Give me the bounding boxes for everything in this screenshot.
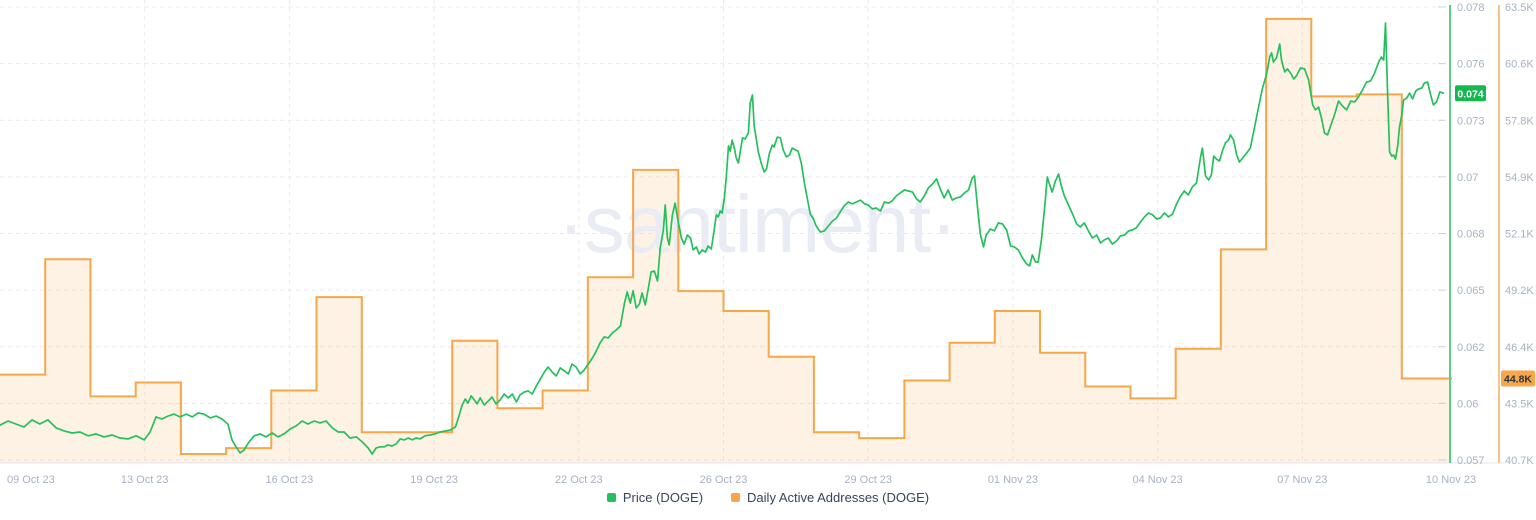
price-tick-label: 0.057 <box>1457 455 1485 467</box>
legend-item-daa-label: Daily Active Addresses (DOGE) <box>747 490 930 505</box>
daa-tick-label: 60.6K <box>1505 59 1534 71</box>
price-value-badge <box>1455 85 1486 102</box>
daa-step-line <box>0 17 1452 455</box>
date-label: 09 Oct 23 <box>7 474 55 486</box>
date-label: 01 Nov 23 <box>988 474 1038 486</box>
legend-item-price-label: Price (DOGE) <box>622 490 704 505</box>
daa-tick-label: 52.1K <box>1505 229 1534 241</box>
price-line <box>0 22 1445 455</box>
price-value-badge-label: 0.074 <box>1457 88 1483 100</box>
price-tick-label: 0.068 <box>1457 229 1485 241</box>
price-tick-label: 0.073 <box>1457 115 1485 127</box>
daa-area-fill <box>0 18 1452 464</box>
price-tick-label: 0.076 <box>1457 59 1485 71</box>
price-tick-label: 0.062 <box>1457 342 1485 354</box>
watermark-text: ·santiment· <box>557 179 956 270</box>
daa-series-swatch-icon <box>731 493 741 502</box>
daa-tick-label: 43.5K <box>1505 398 1534 410</box>
daa-tick-label: 63.5K <box>1505 2 1534 14</box>
price-tick-label: 0.065 <box>1457 285 1485 297</box>
daa-value-badge <box>1501 370 1535 387</box>
price-tick-label: 0.06 <box>1457 398 1478 410</box>
daa-tick-label: 40.7K <box>1505 455 1534 467</box>
price-series-swatch-icon <box>606 493 616 502</box>
chart-legend: Price (DOGE) Daily Active Addresses (DOG… <box>0 490 1536 505</box>
date-label: 22 Oct 23 <box>555 474 603 486</box>
date-label: 16 Oct 23 <box>266 474 314 486</box>
daa-tick-label: 46.4K <box>1505 342 1534 354</box>
daa-tick-label: 49.2K <box>1505 285 1534 297</box>
date-label: 26 Oct 23 <box>700 474 748 486</box>
date-label: 19 Oct 23 <box>410 474 458 486</box>
date-label: 13 Oct 23 <box>121 474 169 486</box>
daa-value-badge-label: 44.8K <box>1504 374 1532 386</box>
date-label: 29 Oct 23 <box>844 474 892 486</box>
legend-item-daa[interactable]: Daily Active Addresses (DOGE) <box>731 490 929 505</box>
date-label: 07 Nov 23 <box>1277 474 1327 486</box>
legend-item-price[interactable]: Price (DOGE) <box>606 490 704 505</box>
date-label: 10 Nov 23 <box>1426 474 1476 486</box>
price-tick-label: 0.07 <box>1457 172 1478 184</box>
price-tick-label: 0.078 <box>1457 2 1485 14</box>
daa-tick-label: 54.9K <box>1505 172 1534 184</box>
date-label: 04 Nov 23 <box>1133 474 1183 486</box>
daa-tick-label: 57.8K <box>1505 115 1534 127</box>
